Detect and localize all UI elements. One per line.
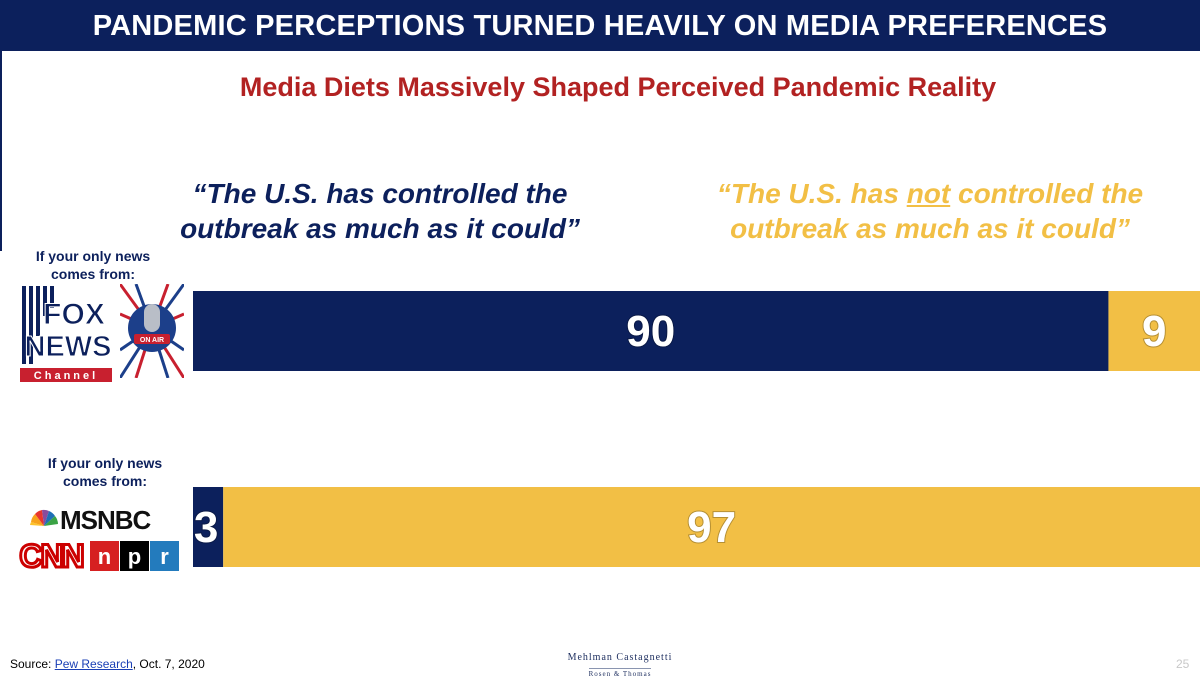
bar-segment-2-1 (193, 487, 224, 567)
npr-letter-r: r (160, 544, 169, 569)
bar-segment-1-2 (1108, 291, 1200, 371)
legend-not-emphasis: not (906, 178, 951, 209)
firm-name-line1: Mehlman Castagnetti (567, 652, 673, 663)
msnbc-wordmark: MSNBC (60, 505, 152, 534)
cnn-logo: CNN (18, 538, 86, 572)
legend-not-controlled-pre: “The U.S. has (716, 178, 907, 209)
side-rule (0, 51, 2, 251)
firm-logo: Mehlman Castagnetti Rosen & Thomas (520, 652, 720, 681)
fox-logo-line1: FOX (43, 298, 105, 331)
fox-logo-line2: NEWS (25, 331, 112, 363)
legend-not-controlled: “The U.S. has not controlled the outbrea… (690, 176, 1170, 246)
on-air-text: ON AIR (140, 337, 164, 344)
npr-logo: n p r (90, 541, 179, 571)
npr-letter-p: p (128, 544, 141, 569)
bar-label-1-1: 90 (626, 307, 675, 356)
row-label-msnbc: If your only news comes from: (47, 455, 163, 489)
source-label: Source: (10, 657, 55, 671)
npr-letter-n: n (98, 544, 111, 569)
bar-label-2-2: 97 (687, 503, 736, 552)
page-number: 25 (1176, 657, 1190, 671)
source-date: , Oct. 7, 2020 (132, 657, 205, 671)
bar-segment-2-2 (223, 487, 1200, 567)
legend-not-controlled-post: controlled the outbreak as much as it co… (730, 178, 1144, 244)
fox-logo-line3: Channel (34, 370, 98, 382)
firm-name-line2: Rosen & Thomas (588, 668, 652, 678)
slide-subtitle: Media Diets Massively Shaped Perceived P… (239, 72, 997, 102)
slide-title: PANDEMIC PERCEPTIONS TURNED HEAVILY ON M… (0, 0, 1200, 51)
bar-segment-1-1 (193, 291, 1109, 371)
bar-label-2-1: 3 (194, 503, 218, 552)
row-label-fox: If your only news comes from: (35, 248, 151, 282)
source-note: Source: Pew Research, Oct. 7, 2020 (10, 657, 205, 671)
talk-radio-logo: ON AIR (120, 284, 184, 378)
legend-controlled: “The U.S. has controlled the outbreak as… (180, 178, 580, 244)
source-link[interactable]: Pew Research (54, 657, 133, 671)
cnn-wordmark: CNN (19, 538, 82, 572)
msnbc-logo: MSNBC (30, 505, 153, 534)
bar-label-1-2: 9 (1142, 307, 1166, 356)
fox-news-logo: FOX NEWS Channel (20, 284, 112, 382)
